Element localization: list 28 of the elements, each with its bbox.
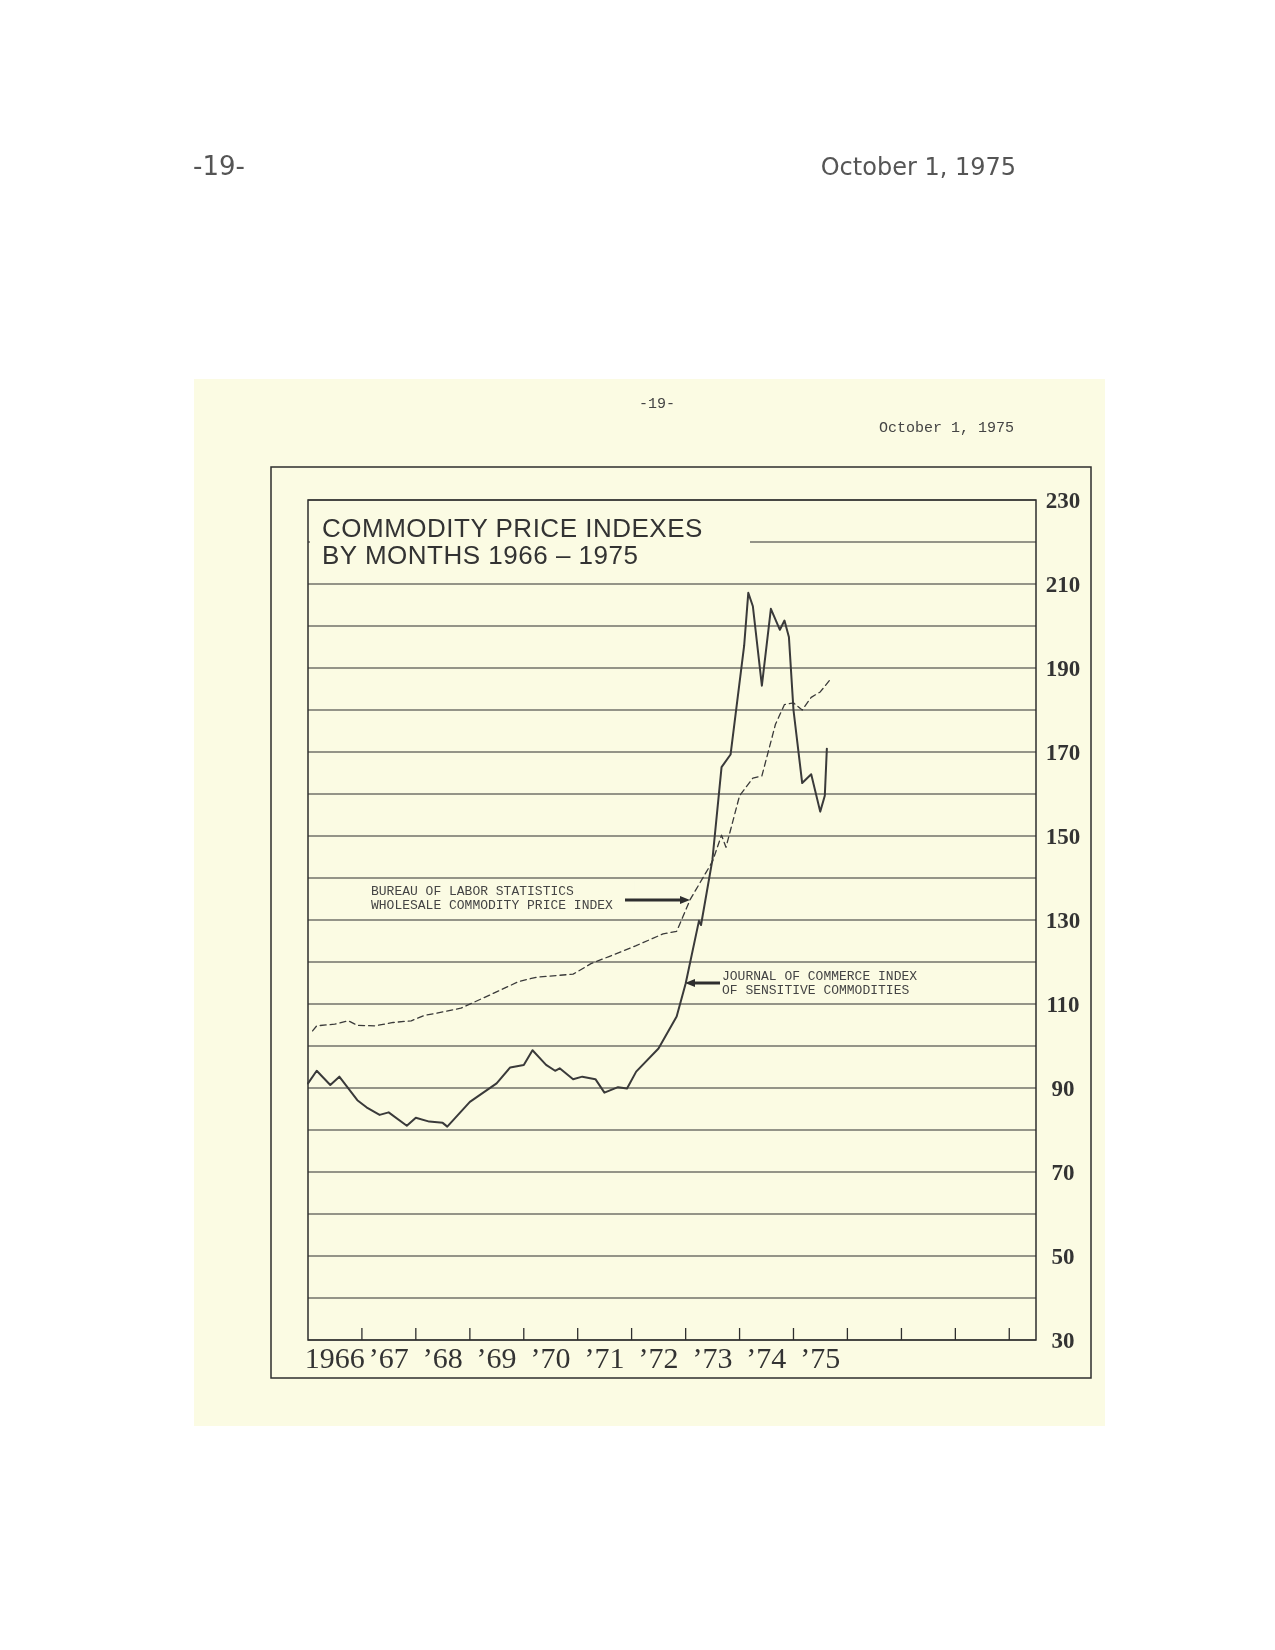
x-tick-label: ’69	[476, 1341, 517, 1374]
x-tick-label: ’73	[692, 1341, 733, 1374]
y-tick-label: 150	[1045, 824, 1081, 849]
legend-label: JOURNAL OF COMMERCE INDEX OF SENSITIVE COMMODITIES	[722, 969, 918, 998]
text: October 1, 1975	[820, 153, 1016, 181]
x-tick-label: ’72	[638, 1341, 679, 1374]
x-tick-label: ’74	[746, 1341, 787, 1374]
x-tick-label: ’71	[584, 1341, 625, 1374]
y-tick-label: 90	[1051, 1076, 1075, 1101]
x-tick-label: ’68	[422, 1341, 463, 1374]
y-tick-label: 110	[1046, 992, 1080, 1017]
text: -19-	[193, 151, 245, 181]
text: COMMODITY PRICE INDEXES BY MONTHS 1966 – 1975	[322, 513, 703, 570]
y-tick-label: 230	[1045, 488, 1081, 513]
y-tick-label: 70	[1051, 1160, 1075, 1185]
y-tick-label: 30	[1051, 1328, 1075, 1353]
text: BUREAU OF LABOR STATISTICS WHOLESALE COMMODITY PRICE INDEX	[371, 884, 614, 913]
text: -19-	[638, 396, 676, 413]
x-tick-label: ’67	[368, 1341, 409, 1374]
text: October 1, 1975	[878, 420, 1014, 437]
y-tick-label: 50	[1051, 1244, 1075, 1269]
y-tick-label: 170	[1045, 740, 1081, 765]
y-tick-label: 210	[1045, 572, 1081, 597]
x-tick-label: ’70	[530, 1341, 571, 1374]
y-tick-label: 130	[1045, 908, 1081, 933]
x-tick-label: 1966	[304, 1341, 365, 1374]
y-tick-label: 190	[1045, 656, 1081, 681]
x-tick-label: ’75	[800, 1341, 841, 1374]
